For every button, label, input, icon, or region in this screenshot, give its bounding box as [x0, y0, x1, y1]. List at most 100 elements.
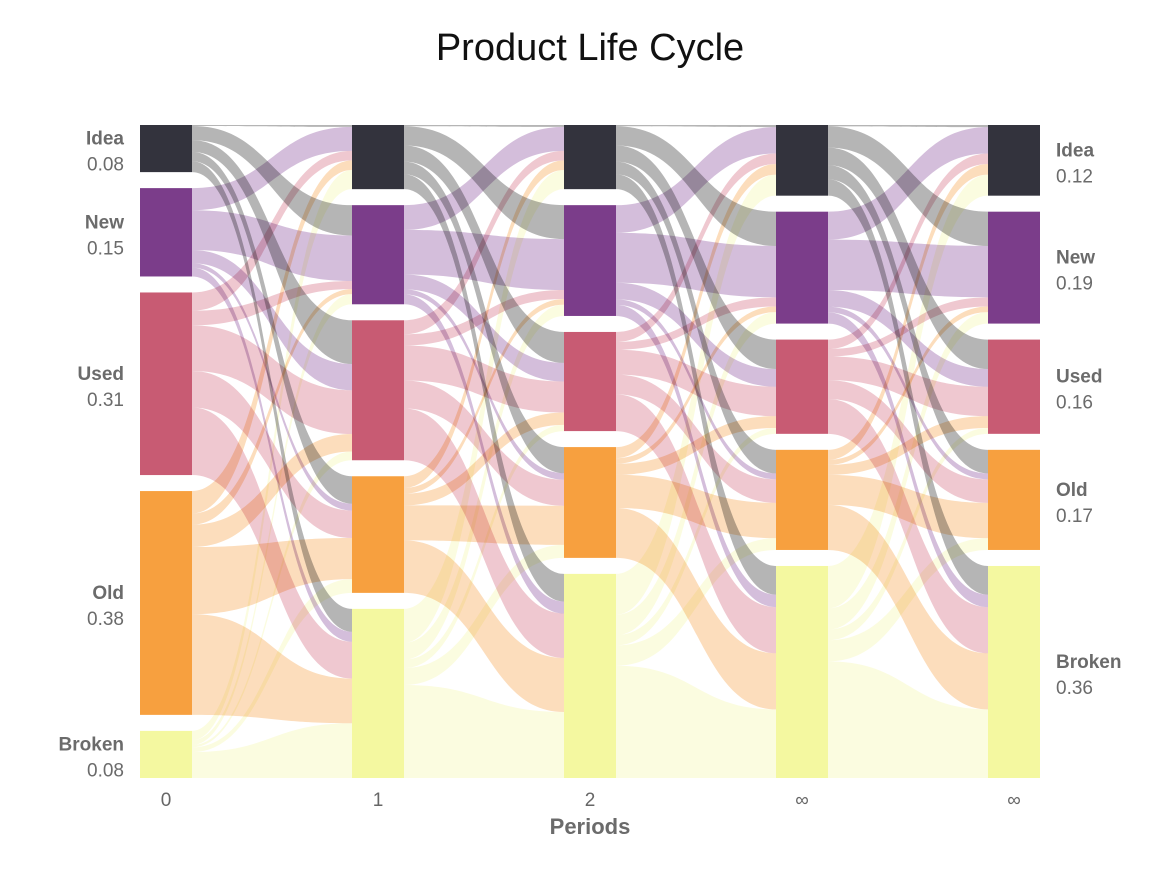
node-old-period-1 — [352, 476, 404, 593]
flow-idea-to-idea-p2 — [616, 125, 776, 128]
chart-title: Product Life Cycle — [436, 27, 744, 69]
flow-old-to-idea-p0 — [192, 160, 352, 514]
flow-old-to-used-p3 — [828, 416, 988, 475]
flow-used-to-used-p0 — [192, 325, 352, 435]
right-label-old-name: Old — [1056, 480, 1088, 501]
x-tick-1: 1 — [373, 790, 384, 811]
flow-broken-to-used-p1 — [404, 424, 564, 669]
node-new-period-3 — [776, 211, 828, 324]
node-idea-period-2 — [564, 125, 616, 190]
x-tick-3: ∞ — [795, 790, 809, 811]
flow-used-to-idea-p1 — [404, 150, 564, 335]
flow-used-to-new-p2 — [616, 297, 776, 350]
flow-links — [192, 125, 988, 778]
node-old-period-2 — [564, 447, 616, 558]
node-used-period-2 — [564, 331, 616, 432]
flow-broken-to-used-p2 — [616, 427, 776, 646]
node-old-period-0 — [140, 491, 192, 715]
node-broken-period-3 — [776, 565, 828, 778]
node-used-period-0 — [140, 292, 192, 476]
flow-broken-to-broken-p2 — [616, 665, 776, 778]
flow-broken-to-idea-p3 — [828, 174, 988, 609]
flow-new-to-new-p0 — [192, 210, 352, 282]
flow-old-to-old-p2 — [616, 474, 776, 539]
flow-idea-to-idea-p1 — [404, 125, 564, 127]
flow-new-to-broken-p3 — [828, 312, 988, 608]
node-idea-period-0 — [140, 125, 192, 173]
x-tick-2: 2 — [585, 790, 596, 811]
flow-used-to-new-p0 — [192, 281, 352, 326]
flow-old-to-used-p0 — [192, 434, 352, 548]
flow-idea-to-old-p2 — [616, 161, 776, 474]
flow-used-to-old-p1 — [404, 380, 564, 506]
flow-idea-to-idea-p0 — [192, 125, 352, 127]
node-broken-period-2 — [564, 573, 616, 778]
flow-broken-to-new-p2 — [616, 312, 776, 636]
left-label-used-value: 0.31 — [87, 390, 124, 411]
x-tick-0: 0 — [161, 790, 172, 811]
flow-used-to-idea-p2 — [616, 153, 776, 342]
flow-broken-to-used-p3 — [828, 427, 988, 641]
left-label-new-value: 0.15 — [87, 238, 124, 259]
flow-broken-to-new-p1 — [404, 304, 564, 660]
flow-new-to-used-p3 — [828, 290, 988, 387]
flow-old-to-used-p2 — [616, 416, 776, 475]
flow-new-to-idea-p3 — [828, 127, 988, 240]
x-axis-ticks: 0 1 2 ∞ ∞ — [161, 790, 1021, 811]
left-label-idea-value: 0.08 — [87, 155, 124, 176]
right-label-broken-value: 0.36 — [1056, 678, 1093, 699]
left-label-idea-name: Idea — [86, 129, 124, 150]
node-used-period-1 — [352, 320, 404, 461]
flow-broken-to-old-p2 — [616, 538, 776, 666]
left-label-used-name: Used — [78, 364, 124, 385]
flow-new-to-used-p2 — [616, 282, 776, 387]
flow-broken-to-old-p1 — [404, 544, 564, 685]
node-used-period-3 — [776, 339, 828, 434]
node-broken-period-1 — [352, 608, 404, 778]
left-label-old-name: Old — [92, 583, 124, 604]
flow-used-to-broken-p2 — [616, 394, 776, 654]
flow-used-to-idea-p0 — [192, 150, 352, 311]
right-label-idea-name: Idea — [1056, 140, 1094, 161]
flow-old-to-old-p3 — [828, 474, 988, 539]
right-state-labels: Idea 0.12 New 0.19 Used 0.16 Old 0.17 Broken 0.36 — [1056, 140, 1121, 699]
node-used-period-4 — [988, 339, 1040, 434]
left-state-labels: Idea 0.08 New 0.15 Used 0.31 Old 0.38 Broken 0.08 — [59, 129, 125, 782]
flow-old-to-used-p1 — [404, 412, 564, 506]
flow-broken-to-idea-p2 — [616, 174, 776, 615]
flow-broken-to-idea-p0 — [192, 169, 352, 741]
flow-new-to-idea-p2 — [616, 127, 776, 233]
flow-broken-to-new-p0 — [192, 294, 352, 746]
flow-used-to-old-p2 — [616, 374, 776, 503]
flow-old-to-idea-p1 — [404, 160, 564, 488]
node-new-period-1 — [352, 205, 404, 305]
right-label-old-value: 0.17 — [1056, 506, 1093, 527]
flow-new-to-used-p0 — [192, 249, 352, 391]
flow-old-to-new-p0 — [192, 289, 352, 525]
flow-idea-to-old-p3 — [828, 165, 988, 474]
flow-broken-to-idea-p1 — [404, 169, 564, 643]
right-label-new-value: 0.19 — [1056, 274, 1093, 295]
flow-broken-to-broken-p3 — [828, 661, 988, 778]
flow-used-to-new-p1 — [404, 289, 564, 346]
right-label-idea-value: 0.12 — [1056, 166, 1093, 187]
flow-new-to-new-p1 — [404, 229, 564, 290]
node-idea-period-1 — [352, 125, 404, 190]
flow-old-to-idea-p2 — [616, 164, 776, 459]
flow-used-to-used-p1 — [404, 345, 564, 413]
state-nodes — [140, 125, 1040, 778]
flow-old-to-old-p0 — [192, 537, 352, 615]
node-old-period-3 — [776, 449, 828, 550]
flow-old-to-idea-p3 — [828, 164, 988, 460]
flow-broken-to-old-p0 — [192, 579, 352, 753]
node-broken-period-0 — [140, 730, 192, 778]
flow-broken-to-old-p3 — [828, 538, 988, 662]
node-idea-period-4 — [988, 125, 1040, 196]
node-new-period-0 — [140, 188, 192, 277]
flow-old-to-old-p1 — [404, 505, 564, 545]
flow-used-to-broken-p3 — [828, 398, 988, 654]
right-label-new-name: New — [1056, 248, 1095, 269]
left-label-new-name: New — [85, 212, 124, 233]
node-idea-period-3 — [776, 125, 828, 196]
